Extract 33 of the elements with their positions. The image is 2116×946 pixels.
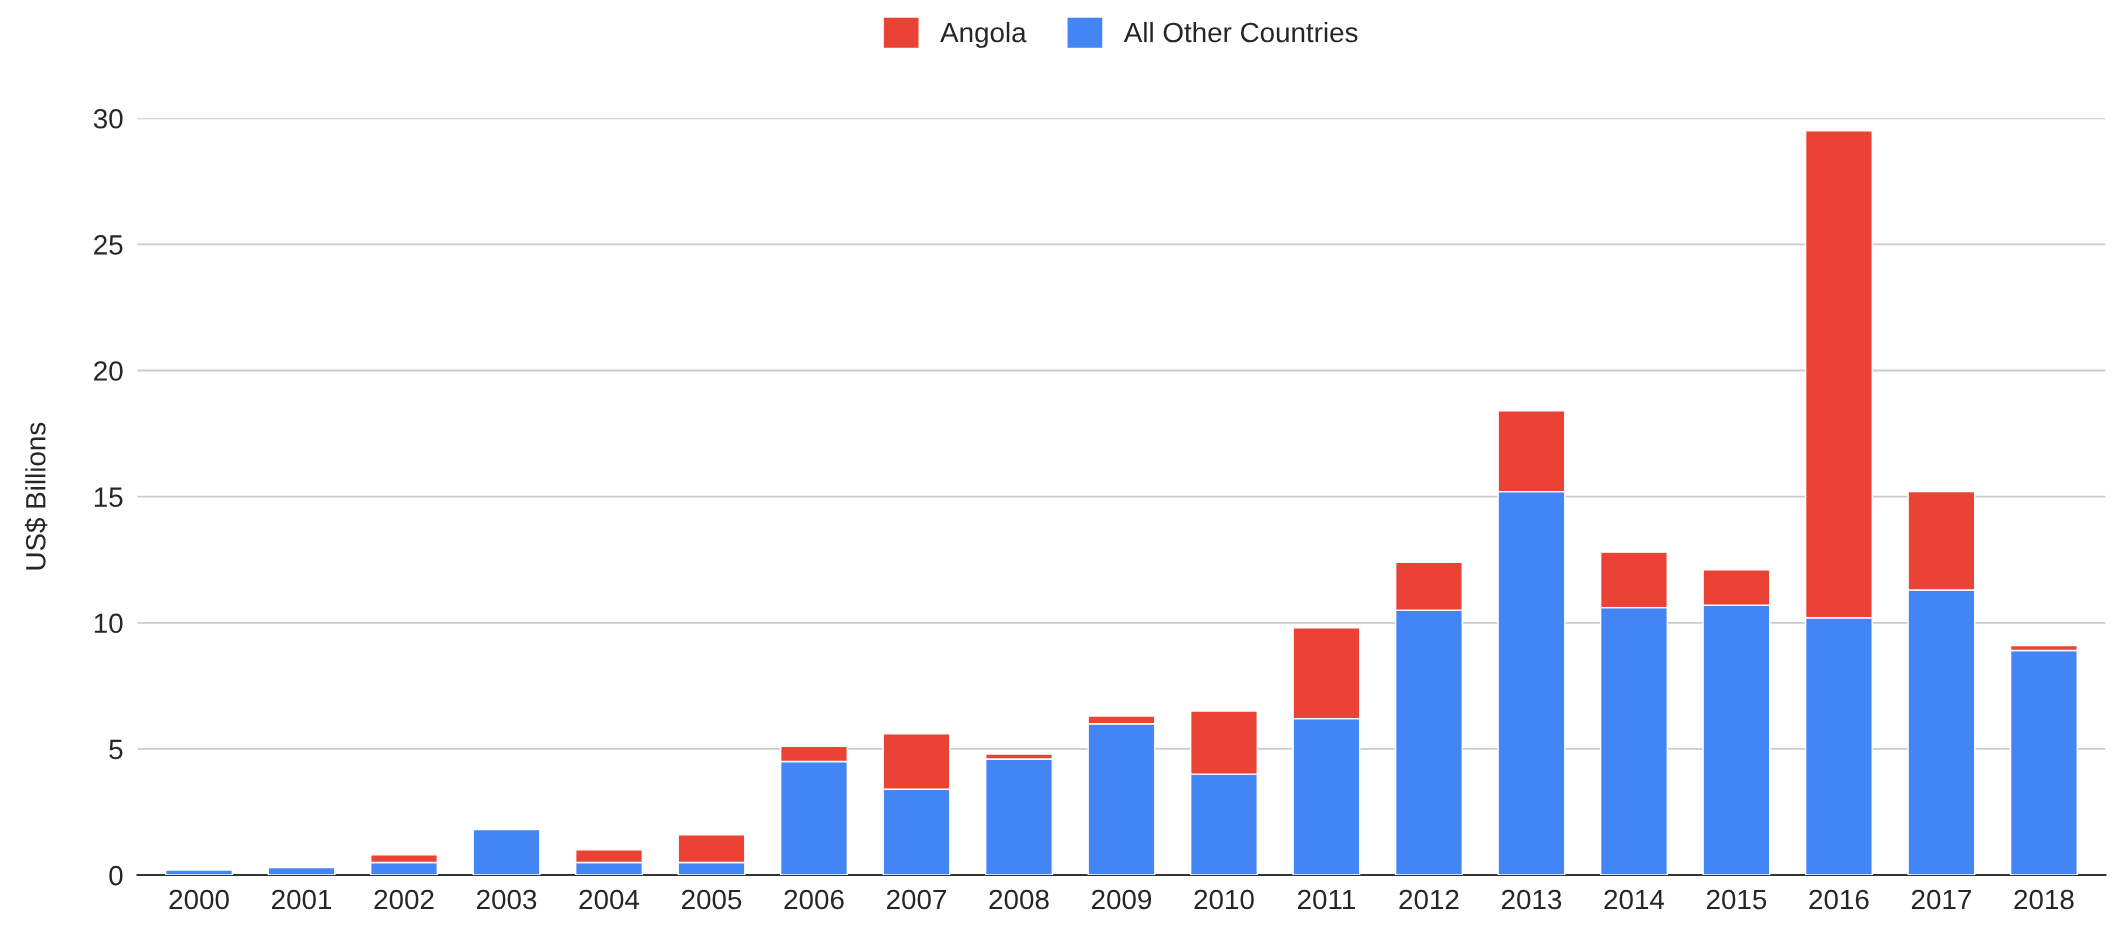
- y-tick-label: 15: [94, 487, 123, 507]
- x-tick-label: 2018: [2014, 889, 2074, 910]
- bar: [2009, 649, 2078, 876]
- x-tick-label: 2002: [374, 889, 434, 910]
- x-tick-label: 2006: [784, 889, 844, 910]
- x-tick-label: 2009: [1091, 889, 1152, 910]
- x-tick-label: 2004: [579, 889, 640, 910]
- x-tick-label: 2014: [1604, 889, 1665, 910]
- x-tick-label: 2013: [1501, 889, 1562, 910]
- bar: [267, 866, 336, 876]
- y-tick-label: 25: [94, 235, 123, 255]
- y-tick-label: 0: [109, 865, 123, 886]
- y-tick-label: 30: [93, 108, 123, 129]
- x-tick-label: 2016: [1809, 889, 1869, 910]
- y-axis-title: US$ Billions: [24, 422, 48, 570]
- y-tick-label: 10: [94, 613, 123, 634]
- x-tick-label: 2003: [477, 889, 537, 910]
- x-tick-label: 2008: [989, 889, 1049, 910]
- y-tick-label: 20: [94, 361, 123, 381]
- legend-label: Angola: [940, 21, 1027, 48]
- x-tick-label: 2000: [169, 889, 229, 910]
- x-tick-label: 2017: [1911, 889, 1971, 910]
- bar: [165, 869, 234, 876]
- x-tick-label: 2011: [1298, 889, 1355, 910]
- x-tick-label: 2010: [1194, 889, 1254, 910]
- y-tick-label: 5: [109, 739, 123, 760]
- x-tick-label: 2005: [682, 889, 742, 910]
- x-tick-label: 2015: [1706, 889, 1767, 910]
- x-tick-label: 2001: [272, 889, 332, 910]
- legend-label: All Other Countries: [1123, 21, 1358, 43]
- bar: [472, 828, 541, 876]
- x-tick-label: 2007: [887, 889, 946, 910]
- x-tick-label: 2012: [1399, 889, 1459, 910]
